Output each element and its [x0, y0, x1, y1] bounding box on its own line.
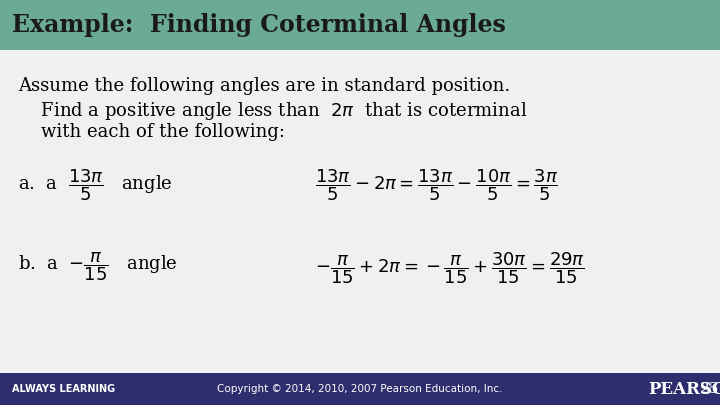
Text: 25: 25: [701, 382, 720, 396]
Text: a.  a  $\dfrac{13\pi}{5}$   angle: a. a $\dfrac{13\pi}{5}$ angle: [18, 167, 173, 202]
Text: $\dfrac{13\pi}{5} - 2\pi = \dfrac{13\pi}{5} - \dfrac{10\pi}{5} = \dfrac{3\pi}{5}: $\dfrac{13\pi}{5} - 2\pi = \dfrac{13\pi}…: [315, 167, 558, 202]
Text: Example:  Finding Coterminal Angles: Example: Finding Coterminal Angles: [12, 13, 506, 37]
Text: PEARSON: PEARSON: [648, 381, 720, 397]
Text: Copyright © 2014, 2010, 2007 Pearson Education, Inc.: Copyright © 2014, 2010, 2007 Pearson Edu…: [217, 384, 503, 394]
Text: Find a positive angle less than  $2\pi$  that is coterminal: Find a positive angle less than $2\pi$ t…: [18, 100, 527, 122]
FancyBboxPatch shape: [0, 0, 720, 50]
Text: $-\dfrac{\pi}{15} + 2\pi = -\dfrac{\pi}{15} + \dfrac{30\pi}{15} = \dfrac{29\pi}{: $-\dfrac{\pi}{15} + 2\pi = -\dfrac{\pi}{…: [315, 250, 585, 286]
Text: b.  a  $-\dfrac{\pi}{15}$   angle: b. a $-\dfrac{\pi}{15}$ angle: [18, 250, 178, 283]
Text: Assume the following angles are in standard position.: Assume the following angles are in stand…: [18, 77, 510, 95]
Text: ALWAYS LEARNING: ALWAYS LEARNING: [12, 384, 115, 394]
FancyBboxPatch shape: [0, 373, 720, 405]
Text: with each of the following:: with each of the following:: [18, 123, 285, 141]
